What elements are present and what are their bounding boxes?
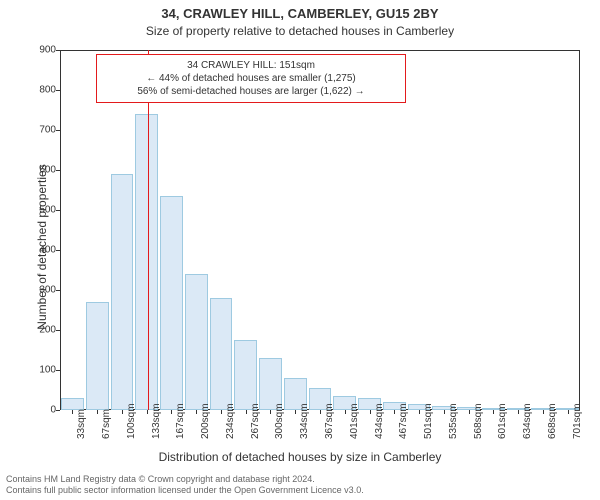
y-tick-mark xyxy=(56,250,60,251)
x-tick-mark xyxy=(419,410,420,414)
chart-container: 34, CRAWLEY HILL, CAMBERLEY, GU15 2BY Si… xyxy=(0,0,600,500)
footer-attribution: Contains HM Land Registry data © Crown c… xyxy=(6,474,594,496)
annotation-box: 34 CRAWLEY HILL: 151sqm← 44% of detached… xyxy=(96,54,405,103)
y-tick-label: 500 xyxy=(22,205,56,216)
axis-border xyxy=(60,50,61,410)
y-tick-label: 200 xyxy=(22,325,56,336)
x-tick-mark xyxy=(97,410,98,414)
y-tick-mark xyxy=(56,170,60,171)
x-tick-mark xyxy=(320,410,321,414)
x-tick-label: 33sqm xyxy=(76,409,87,439)
x-tick-mark xyxy=(147,410,148,414)
x-tick-label: 701sqm xyxy=(572,403,583,439)
y-tick-mark xyxy=(56,50,60,51)
bar xyxy=(111,174,134,410)
annotation-line: 56% of semi-detached houses are larger (… xyxy=(105,85,396,98)
bar xyxy=(86,302,109,410)
bar xyxy=(135,114,158,410)
y-tick-label: 400 xyxy=(22,245,56,256)
x-tick-mark xyxy=(221,410,222,414)
x-tick-mark xyxy=(394,410,395,414)
x-tick-mark xyxy=(493,410,494,414)
y-tick-mark xyxy=(56,290,60,291)
y-tick-mark xyxy=(56,210,60,211)
x-tick-mark xyxy=(444,410,445,414)
footer-line-1: Contains HM Land Registry data © Crown c… xyxy=(6,474,594,485)
bar xyxy=(210,298,233,410)
x-tick-mark xyxy=(270,410,271,414)
y-tick-mark xyxy=(56,130,60,131)
x-tick-mark xyxy=(370,410,371,414)
bar xyxy=(259,358,282,410)
plot-area: 010020030040050060070080090033sqm67sqm10… xyxy=(60,50,580,410)
x-tick-mark xyxy=(72,410,73,414)
x-tick-mark xyxy=(246,410,247,414)
x-tick-mark xyxy=(171,410,172,414)
x-tick-mark xyxy=(295,410,296,414)
y-tick-label: 700 xyxy=(22,125,56,136)
axis-border xyxy=(579,50,580,410)
y-tick-label: 900 xyxy=(22,45,56,56)
axis-border xyxy=(60,50,580,51)
chart-title: 34, CRAWLEY HILL, CAMBERLEY, GU15 2BY xyxy=(0,6,600,21)
chart-subtitle: Size of property relative to detached ho… xyxy=(0,24,600,38)
x-axis-label: Distribution of detached houses by size … xyxy=(0,450,600,464)
x-tick-mark xyxy=(568,410,569,414)
y-tick-label: 800 xyxy=(22,85,56,96)
bar xyxy=(185,274,208,410)
x-tick-mark xyxy=(196,410,197,414)
bar xyxy=(160,196,183,410)
y-tick-label: 100 xyxy=(22,365,56,376)
plot: 010020030040050060070080090033sqm67sqm10… xyxy=(60,50,580,410)
y-tick-label: 0 xyxy=(22,405,56,416)
x-tick-mark xyxy=(345,410,346,414)
x-tick-mark xyxy=(469,410,470,414)
annotation-line: 34 CRAWLEY HILL: 151sqm xyxy=(105,59,396,72)
y-tick-mark xyxy=(56,410,60,411)
bar xyxy=(234,340,257,410)
y-tick-mark xyxy=(56,370,60,371)
y-tick-mark xyxy=(56,90,60,91)
x-tick-mark xyxy=(543,410,544,414)
y-tick-label: 300 xyxy=(22,285,56,296)
y-tick-label: 600 xyxy=(22,165,56,176)
x-tick-label: 67sqm xyxy=(101,409,112,439)
annotation-line: ← 44% of detached houses are smaller (1,… xyxy=(105,72,396,85)
footer-line-2: Contains full public sector information … xyxy=(6,485,594,496)
y-tick-mark xyxy=(56,330,60,331)
x-tick-mark xyxy=(518,410,519,414)
x-tick-mark xyxy=(122,410,123,414)
property-marker-line xyxy=(148,50,149,410)
